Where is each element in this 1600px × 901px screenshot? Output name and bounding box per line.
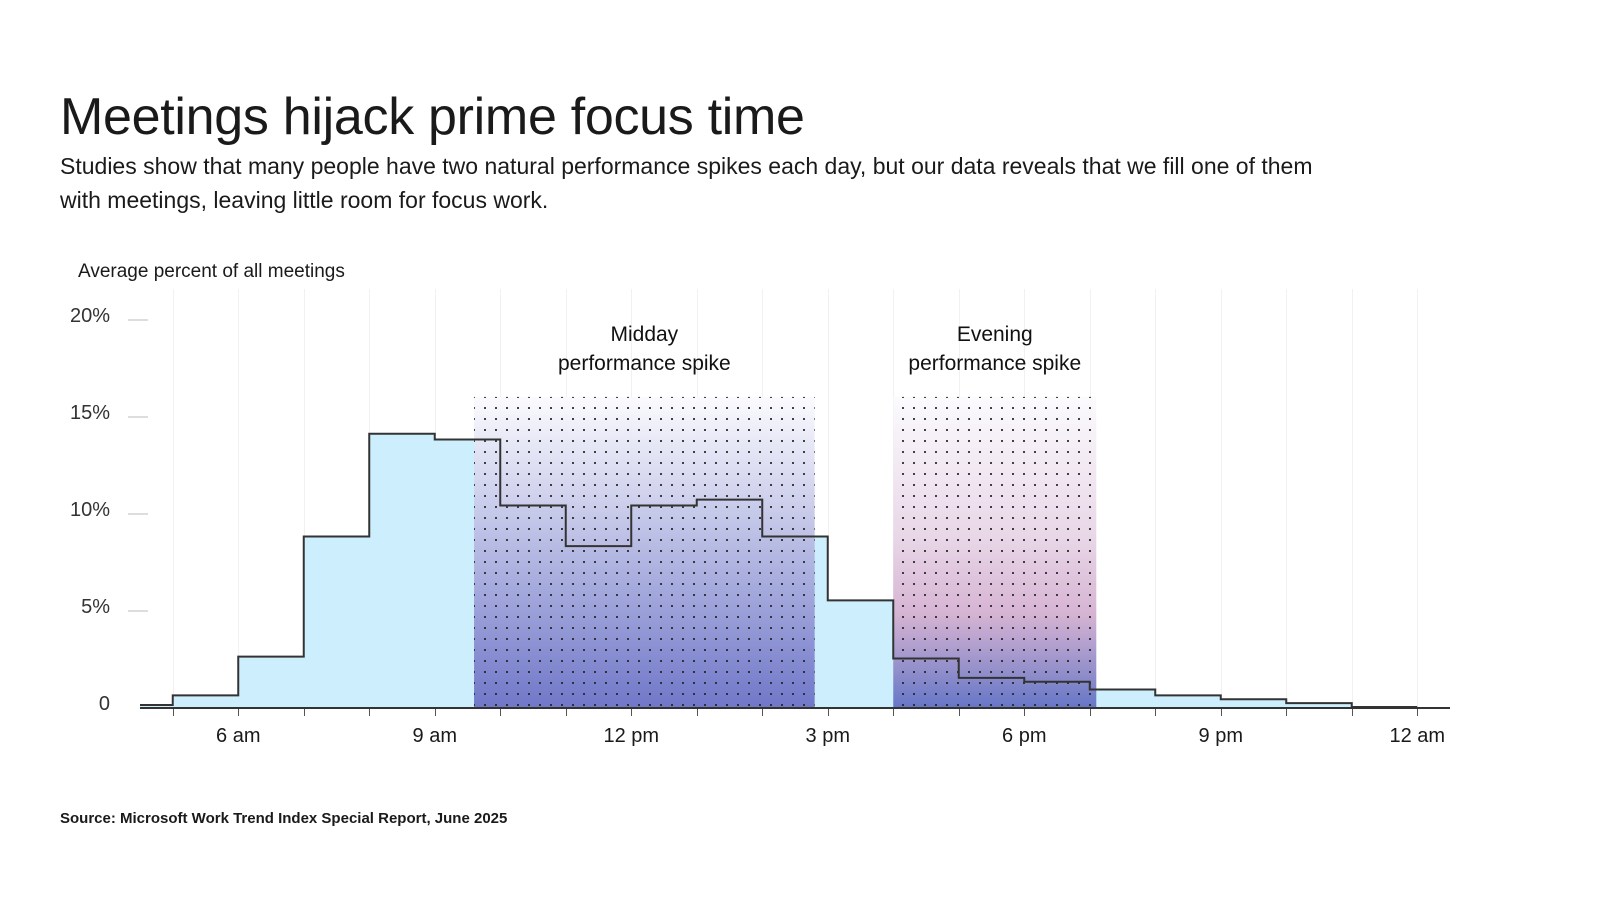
x-axis-minor-tick [1024, 709, 1026, 716]
annotation-line-2: performance spike [557, 352, 731, 375]
x-axis-tick-label: 6 am [216, 725, 261, 747]
x-axis-minor-tick [1155, 709, 1157, 716]
meetings-step-line [140, 432, 1418, 708]
x-axis-tick-label: 9 pm [1198, 725, 1243, 747]
evening-performance-spike-label: Evening performance spike [908, 320, 1081, 378]
gridline [303, 289, 305, 707]
x-axis-minor-tick [1286, 709, 1288, 716]
evening-performance-spike-band [893, 396, 1097, 707]
y-axis-title: Average percent of all meetings [78, 261, 345, 282]
y-axis-tick-label: 0 [98, 693, 110, 715]
midday-performance-spike-band [474, 396, 815, 707]
page-title: Meetings hijack prime focus time [60, 87, 805, 146]
x-axis-tick-label: 3 pm [805, 725, 850, 747]
y-axis-tick-mark [128, 319, 148, 322]
x-axis-minor-tick [565, 709, 567, 716]
x-axis-minor-tick [238, 709, 240, 716]
x-axis-minor-tick [696, 709, 698, 716]
gridline [238, 289, 240, 707]
gridline [1351, 289, 1353, 707]
chart-subtitle: Studies show that many people have two n… [60, 153, 1313, 213]
x-axis-minor-tick [958, 709, 960, 716]
y-axis-tick-mark [128, 513, 148, 516]
x-axis-minor-tick [893, 709, 895, 716]
gridline [1286, 289, 1288, 707]
y-axis-tick-label: 20% [69, 305, 110, 328]
x-axis-minor-tick [631, 709, 633, 716]
y-axis-tick-label: 5% [81, 596, 110, 619]
source-note: Source: Microsoft Work Trend Index Speci… [60, 810, 508, 827]
x-axis-minor-tick [500, 709, 502, 716]
x-axis-minor-tick [1220, 709, 1222, 716]
x-axis-minor-tick [827, 709, 829, 716]
x-axis-line [140, 707, 1450, 709]
x-axis-minor-tick [172, 709, 174, 716]
annotation-line-1: Evening [956, 323, 1033, 346]
gridline [1220, 289, 1222, 707]
x-axis-minor-tick [434, 709, 436, 716]
x-axis-minor-tick [762, 709, 764, 716]
annotation-line-1: Midday [610, 323, 679, 346]
annotation-line-2: performance spike [908, 352, 1082, 375]
gridline [1417, 289, 1419, 707]
x-axis-minor-tick [303, 709, 305, 716]
x-axis-tick-label: 12 pm [603, 725, 660, 747]
x-axis-minor-tick [369, 709, 371, 716]
x-axis-minor-tick [1351, 709, 1353, 716]
x-axis-minor-tick [1089, 709, 1091, 716]
y-axis-tick-mark [128, 416, 148, 419]
x-axis-tick-label: 12 am [1389, 725, 1446, 747]
gridline [172, 289, 174, 707]
y-axis-tick-label: 10% [69, 499, 110, 522]
y-axis-tick-label: 15% [69, 402, 110, 425]
midday-performance-spike-label: Midday performance spike [558, 320, 731, 378]
x-axis-tick-label: 9 am [412, 725, 457, 747]
y-axis-tick-mark [128, 610, 148, 613]
x-axis-tick-label: 6 pm [1002, 725, 1047, 747]
gridline [827, 289, 829, 707]
x-axis-minor-tick [1417, 709, 1419, 716]
gridline [1155, 289, 1157, 707]
